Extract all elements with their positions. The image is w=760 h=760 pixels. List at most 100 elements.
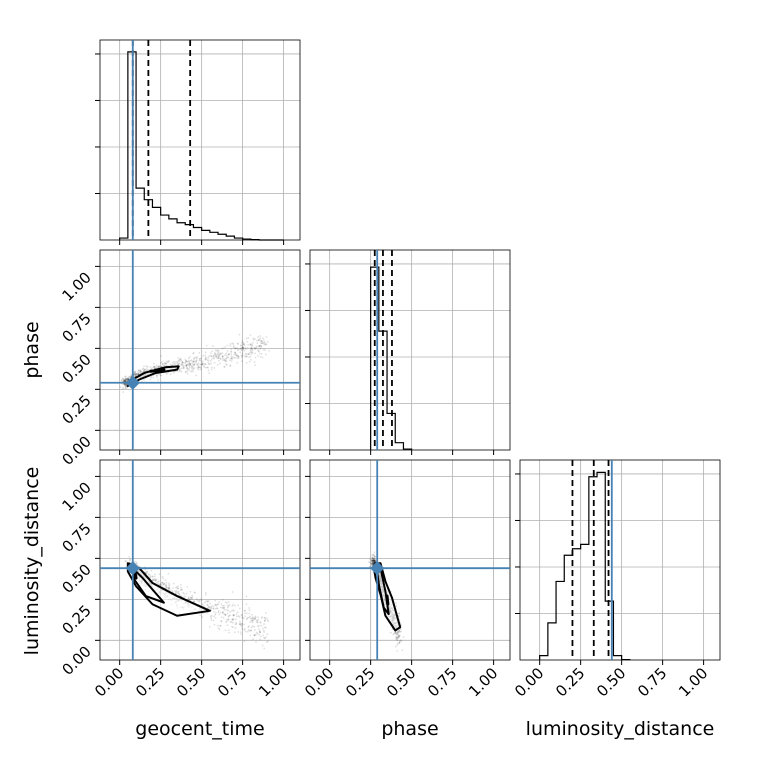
sample-point xyxy=(246,630,249,633)
sample-point xyxy=(396,642,399,645)
sample-point xyxy=(396,632,399,635)
sample-point xyxy=(148,573,151,575)
sample-point xyxy=(241,360,243,363)
sample-point xyxy=(242,348,245,350)
sample-point xyxy=(176,360,179,363)
sample-point xyxy=(242,617,245,620)
sample-point xyxy=(222,604,224,607)
sample-point xyxy=(240,625,243,628)
sample-point xyxy=(169,589,172,591)
sample-point xyxy=(137,373,140,376)
sample-point xyxy=(246,346,249,349)
sample-point xyxy=(259,355,262,358)
sample-point xyxy=(191,598,193,600)
sample-point xyxy=(222,347,225,349)
sample-point xyxy=(215,356,218,359)
sample-point xyxy=(205,600,207,603)
sample-point xyxy=(196,363,199,366)
sample-point xyxy=(255,345,258,348)
sample-point xyxy=(180,367,183,370)
sample-point xyxy=(265,641,268,644)
sample-point xyxy=(218,359,220,362)
sample-point xyxy=(177,359,180,362)
sample-point xyxy=(371,563,374,565)
sample-point xyxy=(173,371,175,374)
sample-point xyxy=(185,364,188,367)
sample-point xyxy=(250,347,253,349)
sample-point xyxy=(372,562,375,565)
sample-point xyxy=(225,621,227,624)
sample-point xyxy=(210,358,213,361)
sample-point xyxy=(249,355,252,358)
sample-point xyxy=(213,611,216,613)
sample-point xyxy=(125,560,128,563)
sample-point xyxy=(239,344,242,347)
sample-point xyxy=(167,572,170,575)
sample-point xyxy=(227,353,230,356)
sample-point xyxy=(134,371,137,373)
sample-point xyxy=(253,347,256,350)
sample-point xyxy=(372,562,375,564)
sample-point xyxy=(139,372,142,374)
sample-point xyxy=(394,631,397,634)
sample-point xyxy=(123,379,125,381)
sample-point xyxy=(226,609,228,611)
sample-point xyxy=(258,633,261,636)
sample-point xyxy=(252,619,254,622)
sample-point xyxy=(229,611,231,613)
sample-point xyxy=(198,359,201,362)
sample-point xyxy=(197,364,200,367)
sample-point xyxy=(199,366,202,369)
sample-point xyxy=(199,363,202,366)
sample-point xyxy=(182,591,185,594)
sample-point xyxy=(221,352,224,355)
sample-point xyxy=(263,619,266,622)
sample-point xyxy=(187,368,190,371)
sample-point xyxy=(185,592,188,595)
sample-point xyxy=(397,636,400,639)
sample-point xyxy=(254,629,256,631)
sample-point xyxy=(188,356,191,358)
sample-point xyxy=(374,560,376,563)
sample-point xyxy=(128,555,131,558)
sample-point xyxy=(184,362,187,365)
sample-point xyxy=(195,374,197,377)
sample-point xyxy=(182,367,185,370)
sample-point xyxy=(155,374,158,377)
sample-point xyxy=(237,343,239,345)
sample-point xyxy=(186,360,189,363)
sample-point xyxy=(159,583,162,586)
sample-point xyxy=(230,609,233,612)
sample-point xyxy=(151,579,154,582)
sample-point xyxy=(162,577,165,580)
sample-point xyxy=(139,369,142,371)
sample-point xyxy=(369,565,372,568)
sample-point xyxy=(195,359,198,362)
sample-point xyxy=(167,360,170,362)
sample-point xyxy=(257,339,260,342)
sample-point xyxy=(244,630,247,633)
sample-point xyxy=(193,363,196,366)
sample-point xyxy=(370,559,373,562)
sample-point xyxy=(224,359,226,362)
sample-point xyxy=(262,337,264,340)
sample-point xyxy=(370,559,373,562)
sample-point xyxy=(124,377,127,380)
sample-point xyxy=(207,356,210,359)
sample-point xyxy=(204,354,207,357)
sample-point xyxy=(234,627,237,629)
sample-point xyxy=(165,373,168,375)
sample-point xyxy=(154,579,157,581)
sample-point xyxy=(124,383,127,386)
sample-point xyxy=(159,584,162,586)
sample-point xyxy=(260,340,263,343)
sample-point xyxy=(169,363,172,366)
sample-point xyxy=(400,630,402,633)
sample-point xyxy=(255,640,257,643)
sample-point xyxy=(233,631,236,634)
sample-point xyxy=(200,598,203,601)
sample-point xyxy=(180,370,183,373)
x-tick-label-phase: 0.25 xyxy=(342,664,378,700)
sample-point xyxy=(185,365,188,368)
sample-point xyxy=(122,377,125,380)
